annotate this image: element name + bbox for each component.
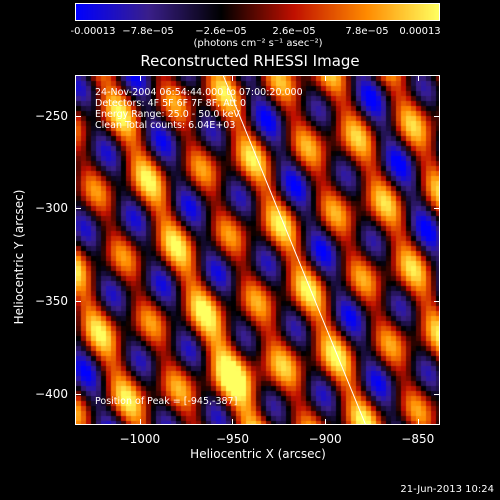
colorbar (75, 3, 440, 21)
colorbar-tick-label: 7.8e−05 (345, 26, 389, 37)
heatmap-image (76, 76, 439, 424)
colorbar-tick-label: 0.00013 (399, 26, 441, 37)
x-tick-mark (325, 419, 327, 425)
info-detectors: Detectors: 4F 5F 6F 7F 8F, Att 0 (95, 98, 247, 109)
x-tick-label: −850 (401, 432, 435, 446)
x-tick-mark (232, 75, 234, 81)
y-tick-mark (75, 393, 81, 395)
limb-line (222, 76, 366, 424)
colorbar-tick-label: -0.00013 (70, 26, 116, 37)
y-tick-label: −250 (35, 108, 68, 123)
x-tick-label: −950 (216, 432, 249, 446)
y-axis-label: Heliocentric Y (arcsec) (12, 189, 26, 325)
chart-title: Reconstructed RHESSI Image (140, 52, 360, 70)
info-total-counts: Clean Total counts: 6.04E+03 (95, 120, 236, 131)
colorbar-tick-label: −7.8e−05 (122, 26, 174, 37)
colorbar-unit-label: (photons cm⁻² s⁻¹ asec⁻²) (193, 38, 323, 49)
y-tick-label: −350 (35, 293, 68, 308)
plot-date: 21-Jun-2013 10:24 (400, 484, 494, 495)
peak-position-label: Position of Peak = [-945,-387] (95, 396, 238, 407)
x-tick-mark (417, 419, 419, 425)
x-tick-mark (139, 419, 141, 425)
y-tick-mark (434, 300, 440, 302)
y-tick-mark (434, 115, 440, 117)
info-time-range: 24-Nov-2004 06:54:44.000 to 07:00:20.000 (95, 87, 303, 98)
x-tick-mark (139, 75, 141, 81)
info-energy-range: Energy Range: 25.0 - 50.0 keV (95, 109, 240, 120)
x-tick-label: −900 (308, 432, 342, 446)
y-tick-mark (75, 300, 81, 302)
colorbar-tick-label: −2.6e−05 (195, 26, 247, 37)
colorbar-tick-label: 2.6e−05 (272, 26, 316, 37)
x-axis-label: Heliocentric X (arcsec) (190, 447, 326, 461)
y-tick-mark (75, 208, 81, 210)
image-plot-area (75, 75, 440, 425)
limb-line-segment (222, 76, 366, 424)
y-tick-mark (434, 393, 440, 395)
x-tick-mark (325, 75, 327, 81)
y-tick-mark (75, 115, 81, 117)
x-tick-label: −1000 (119, 432, 161, 446)
y-tick-label: −400 (35, 386, 68, 401)
y-tick-label: −300 (35, 201, 68, 216)
x-tick-mark (417, 75, 419, 81)
x-tick-mark (232, 419, 234, 425)
y-tick-mark (434, 208, 440, 210)
